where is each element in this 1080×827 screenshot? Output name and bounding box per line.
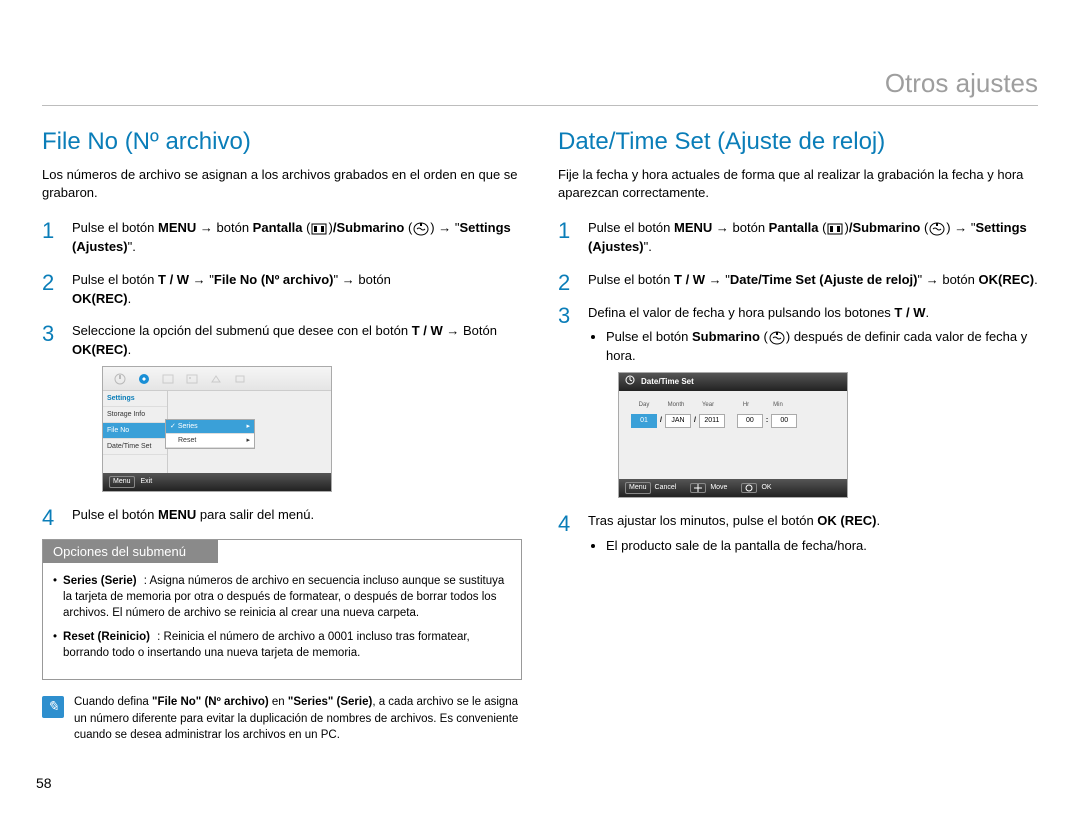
date-year: 2011 — [699, 414, 725, 428]
datetime-screenshot: Date/Time Set Day Month Year Hr Min 01 / — [618, 372, 848, 498]
option-selected: ✓ Series▸ — [166, 420, 254, 434]
menu-screenshot: Settings Storage Info File No Date/Time … — [102, 366, 332, 492]
left-step-4: Pulse el botón MENU para salir del menú. — [42, 506, 522, 525]
right-step-1: Pulse el botón MENU → botón Pantalla ()/… — [558, 219, 1038, 257]
intro-left: Los números de archivo se asignan a los … — [42, 166, 522, 201]
note-text: Cuando defina "File No" (Nº archivo) en … — [74, 694, 522, 742]
footer-exit: Exit — [141, 477, 153, 487]
section-title-fileno: File No (Nº archivo) — [42, 128, 522, 156]
tab-icon-active — [135, 371, 153, 387]
footer-tag: Menu — [109, 476, 135, 488]
time-min: 00 — [771, 414, 797, 428]
sidebar-row: Date/Time Set — [103, 439, 167, 455]
tab-icon — [231, 371, 249, 387]
option: Reset▸ — [166, 434, 254, 448]
tab-icon — [111, 371, 129, 387]
submenu-item-reset: Reset (Reinicio) : Reinicia el número de… — [65, 629, 507, 661]
display-icon — [310, 222, 328, 236]
submarine-icon — [768, 331, 786, 345]
right-step-2: Pulse el botón T / W → "Date/Time Set (A… — [558, 271, 1038, 290]
tab-icon — [159, 371, 177, 387]
submenu-header: Opciones del submenú — [43, 540, 218, 563]
intro-right: Fije la fecha y hora actuales de forma q… — [558, 166, 1038, 201]
tab-icon — [183, 371, 201, 387]
submenu-options-box: Opciones del submenú Series (Serie) : As… — [42, 539, 522, 680]
left-column: File No (Nº archivo) Los números de arch… — [42, 128, 522, 743]
right-step-3-sub: Pulse el botón Submarino () después de d… — [606, 328, 1038, 366]
tab-icon — [207, 371, 225, 387]
right-step-4-sub: El producto sale de la pantalla de fecha… — [606, 537, 1038, 556]
right-column: Date/Time Set (Ajuste de reloj) Fije la … — [558, 128, 1038, 743]
submarine-icon — [928, 222, 946, 236]
sidebar-row-selected: File No — [103, 423, 167, 439]
page-number: 58 — [36, 775, 52, 791]
submarine-icon — [412, 222, 430, 236]
note-box: ✎ Cuando defina "File No" (Nº archivo) e… — [42, 694, 522, 742]
right-step-4: Tras ajustar los minutos, pulse el botón… — [558, 512, 1038, 556]
date-month: JAN — [665, 414, 691, 428]
sidebar-row: Storage Info — [103, 407, 167, 423]
ok-icon — [741, 483, 757, 493]
left-step-1: Pulse el botón MENU → botón Pantalla ()/… — [42, 219, 522, 257]
left-step-3: Seleccione la opción del submenú que des… — [42, 322, 522, 492]
move-icon — [690, 483, 706, 493]
note-icon: ✎ — [42, 696, 64, 718]
right-step-3: Defina el valor de fecha y hora pulsando… — [558, 304, 1038, 499]
date-day-selected: 01 — [631, 414, 657, 428]
section-title-datetime: Date/Time Set (Ajuste de reloj) — [558, 128, 1038, 156]
sidebar-title: Settings — [103, 391, 167, 407]
submenu-item-series: Series (Serie) : Asigna números de archi… — [65, 573, 507, 621]
display-icon — [826, 222, 844, 236]
time-hr: 00 — [737, 414, 763, 428]
left-step-2: Pulse el botón T / W → "File No (Nº arch… — [42, 271, 522, 309]
clock-icon — [625, 375, 635, 389]
page-header: Otros ajustes — [42, 68, 1038, 106]
